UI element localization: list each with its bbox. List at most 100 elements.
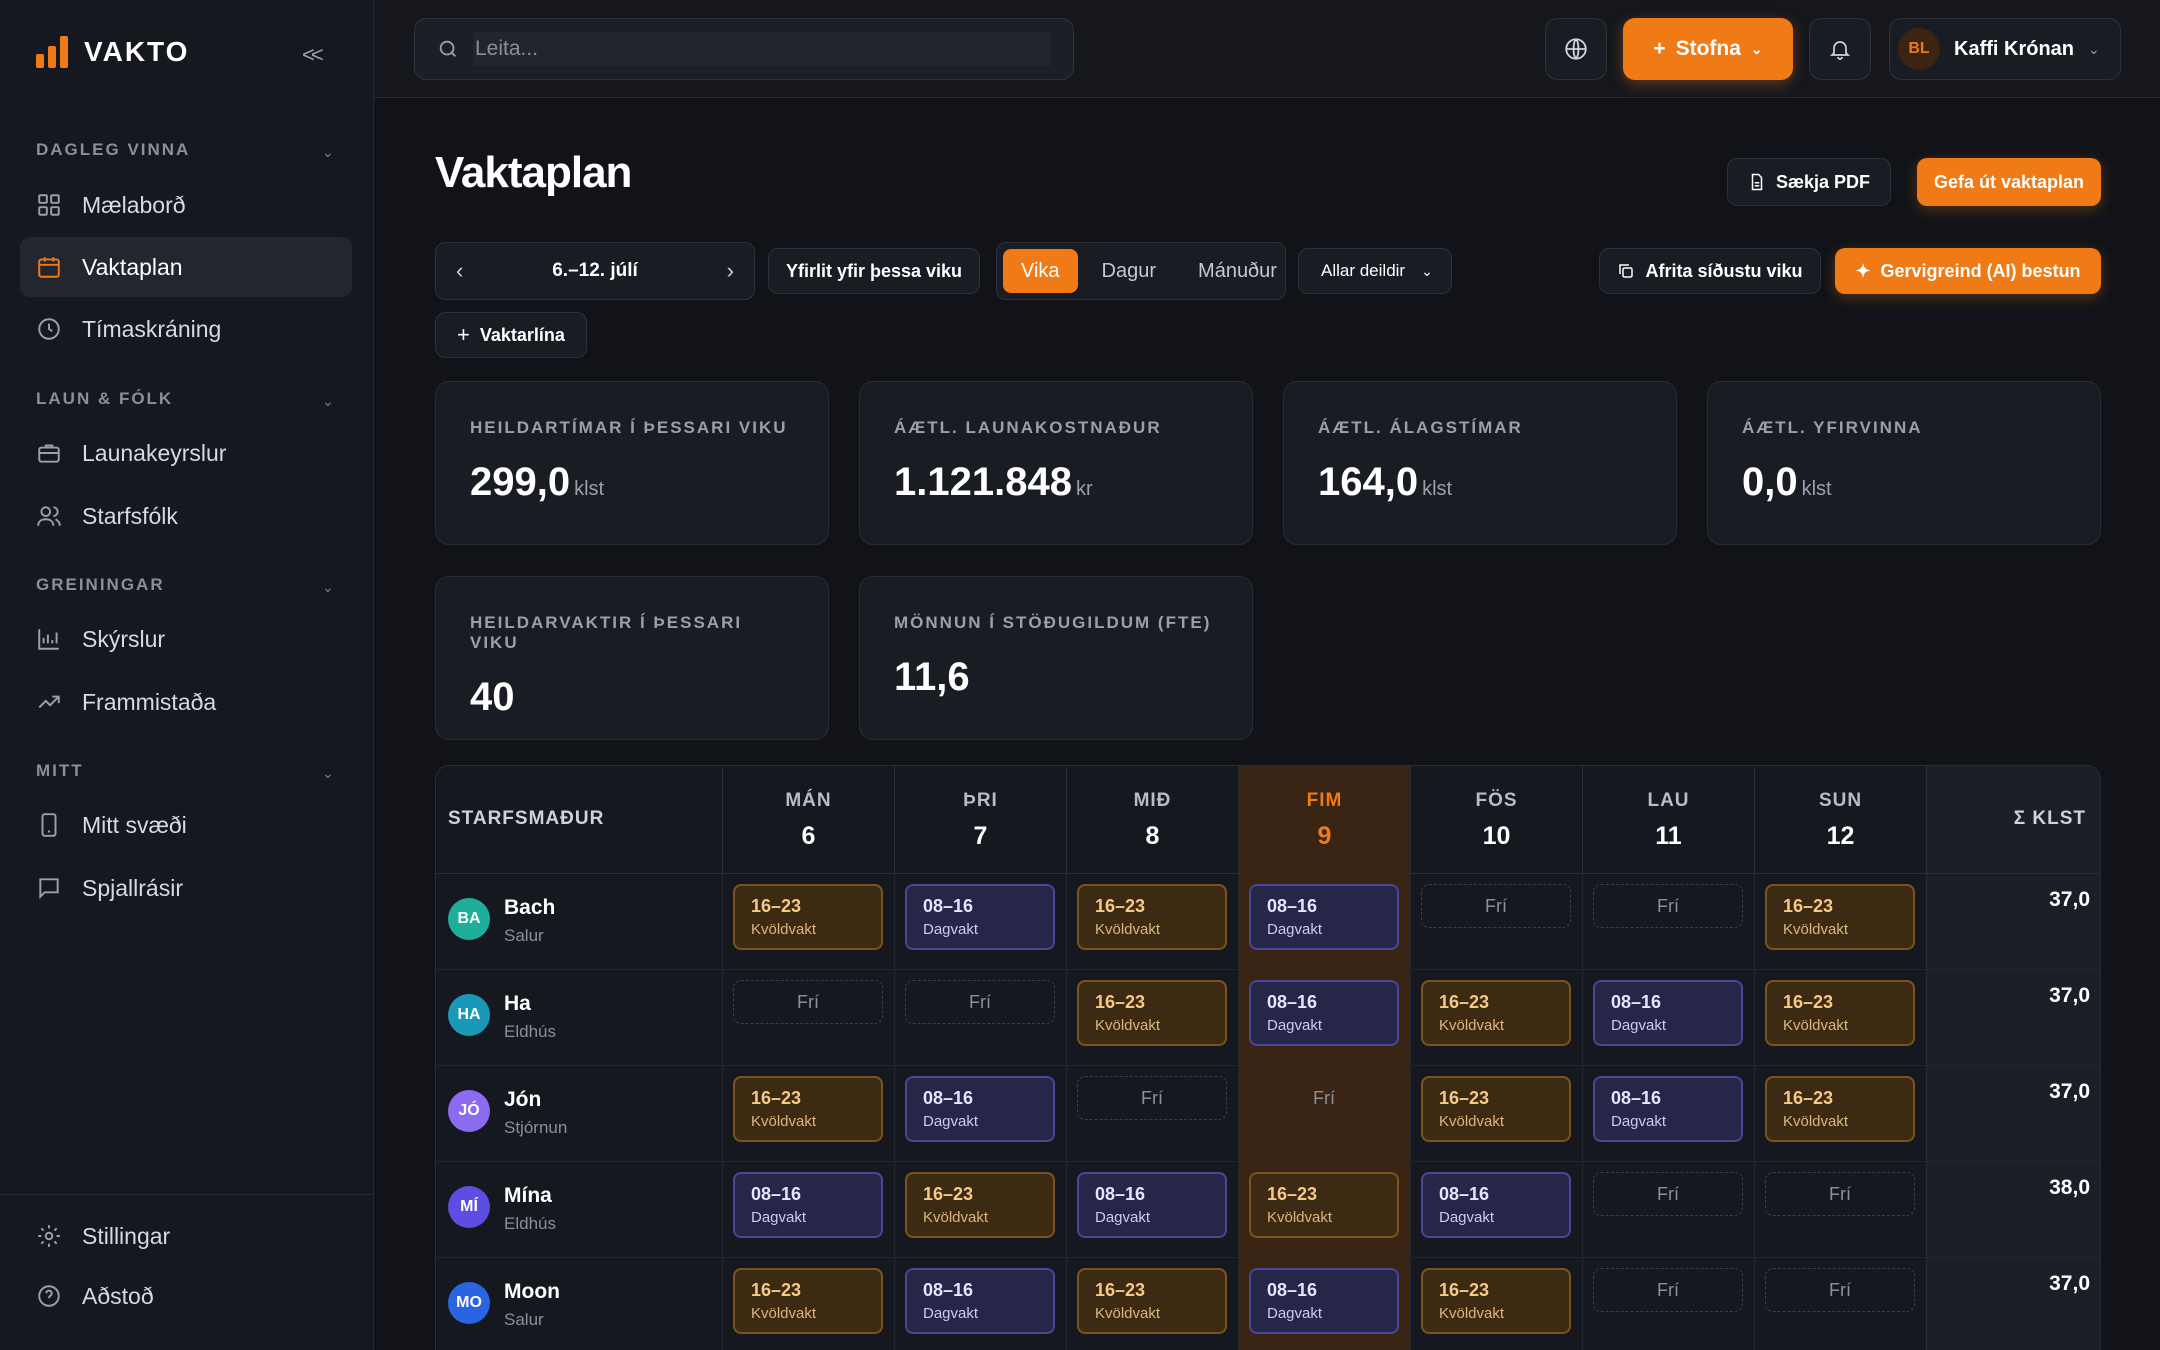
chevron-down-icon[interactable]: ⌄ — [322, 579, 334, 595]
tab-day[interactable]: Dagur — [1101, 259, 1157, 282]
search-box[interactable] — [414, 18, 1074, 80]
tab-week[interactable]: Vika — [1003, 249, 1078, 293]
shift-block[interactable]: 08–16 Dagvakt — [1593, 980, 1743, 1046]
day-header-9[interactable]: FIM 9 — [1238, 766, 1410, 874]
shift-type: Kvöldvakt — [751, 1113, 817, 1130]
employee-name[interactable]: Jón — [504, 1088, 542, 1111]
shift-block[interactable]: 16–23 Kvöldvakt — [1077, 884, 1227, 950]
sidebar-item-reports[interactable]: Skýrslur — [20, 609, 352, 669]
publish-schedule-button[interactable]: Gefa út vaktaplan — [1917, 158, 2101, 206]
add-shift-line-button[interactable]: + Vaktarlína — [435, 312, 587, 358]
off-day-cell[interactable]: Frí — [1593, 884, 1743, 928]
chevron-down-icon[interactable]: ⌄ — [322, 144, 334, 160]
copy-last-week-button[interactable]: Afrita síðustu viku — [1599, 248, 1821, 294]
ai-optimize-button[interactable]: ✦ Gervigreind (AI) bestun — [1835, 248, 2101, 294]
sparkle-icon: ✦ — [1855, 260, 1871, 281]
shift-block[interactable]: 16–23 Kvöldvakt — [1765, 980, 1915, 1046]
day-header-11[interactable]: LAU 11 — [1582, 766, 1754, 874]
shift-type: Kvöldvakt — [1095, 921, 1161, 938]
shift-type: Kvöldvakt — [1439, 1017, 1505, 1034]
day-header-7[interactable]: ÞRI 7 — [894, 766, 1066, 874]
avatar: JÓ — [448, 1090, 490, 1132]
shift-time: 08–16 — [1267, 992, 1318, 1012]
create-button[interactable]: + Stofna ⌄ — [1623, 18, 1793, 80]
employee-name[interactable]: Ha — [504, 992, 531, 1015]
shift-type: Dagvakt — [923, 1113, 979, 1130]
sidebar-item-dashboard[interactable]: Mælaborð — [20, 175, 352, 235]
shift-block[interactable]: 16–23 Kvöldvakt — [1077, 980, 1227, 1046]
off-day-cell[interactable]: Frí — [1593, 1172, 1743, 1216]
employee-name[interactable]: Moon — [504, 1280, 560, 1303]
day-header-6[interactable]: MÁN 6 — [722, 766, 894, 874]
avatar: HA — [448, 994, 490, 1036]
shift-block[interactable]: 16–23 Kvöldvakt — [733, 1268, 883, 1334]
sidebar-item-settings[interactable]: Stillingar — [20, 1206, 352, 1266]
sidebar-item-performance[interactable]: Frammistaða — [20, 672, 352, 732]
employee-name[interactable]: Bach — [504, 896, 556, 919]
off-day-cell[interactable]: Frí — [1593, 1268, 1743, 1312]
department-select[interactable]: Allar deildir ⌄ — [1298, 248, 1452, 294]
shift-block[interactable]: 08–16 Dagvakt — [905, 1268, 1055, 1334]
sidebar-item-chat[interactable]: Spjallrásir — [20, 858, 352, 918]
shift-block[interactable]: 16–23 Kvöldvakt — [1765, 884, 1915, 950]
off-day-cell[interactable]: Frí — [1765, 1172, 1915, 1216]
shift-block[interactable]: 16–23 Kvöldvakt — [905, 1172, 1055, 1238]
day-header-8[interactable]: MIÐ 8 — [1066, 766, 1238, 874]
stat-label: ÁÆTL. LAUNAKOSTNAÐUR — [894, 418, 1162, 437]
shift-block[interactable]: 08–16 Dagvakt — [1421, 1172, 1571, 1238]
language-button[interactable] — [1545, 18, 1607, 80]
brand[interactable]: VAKTO — [36, 36, 189, 68]
shift-block[interactable]: 16–23 Kvöldvakt — [1421, 980, 1571, 1046]
stat-value: 11,6 — [894, 655, 970, 699]
day-header-12[interactable]: SUN 12 — [1754, 766, 1926, 874]
sidebar-item-label: Stillingar — [82, 1222, 171, 1249]
shift-block[interactable]: 16–23 Kvöldvakt — [1077, 1268, 1227, 1334]
shift-block[interactable]: 08–16 Dagvakt — [905, 884, 1055, 950]
tab-month[interactable]: Mánuður — [1198, 259, 1277, 282]
shift-block[interactable]: 16–23 Kvöldvakt — [1421, 1076, 1571, 1142]
sidebar-item-schedule[interactable]: Vaktaplan — [20, 237, 352, 297]
shift-block[interactable]: 16–23 Kvöldvakt — [1249, 1172, 1399, 1238]
shift-block[interactable]: 08–16 Dagvakt — [1077, 1172, 1227, 1238]
notifications-button[interactable] — [1809, 18, 1871, 80]
off-day-cell[interactable]: Frí — [1077, 1076, 1227, 1120]
shift-block[interactable]: 16–23 Kvöldvakt — [1765, 1076, 1915, 1142]
shift-type: Kvöldvakt — [1439, 1113, 1505, 1130]
off-day-cell[interactable]: Frí — [1765, 1268, 1915, 1312]
chevron-down-icon[interactable]: ⌄ — [322, 765, 334, 781]
row-total-hours: 37,0 — [2049, 888, 2090, 911]
user-menu-button[interactable]: BL Kaffi Krónan ⌄ — [1889, 18, 2121, 80]
sidebar-item-label: Frammistaða — [82, 688, 217, 715]
week-navigator: ‹ 6.–12. júlí › — [435, 242, 755, 300]
shift-block[interactable]: 08–16 Dagvakt — [1249, 1268, 1399, 1334]
shift-block[interactable]: 08–16 Dagvakt — [1249, 980, 1399, 1046]
off-day-cell[interactable]: Frí — [1313, 1087, 1335, 1108]
shift-block[interactable]: 08–16 Dagvakt — [1249, 884, 1399, 950]
sidebar-item-payroll-runs[interactable]: Launakeyrslur — [20, 423, 352, 483]
shift-block[interactable]: 08–16 Dagvakt — [733, 1172, 883, 1238]
off-day-cell[interactable]: Frí — [733, 980, 883, 1024]
week-overview-button[interactable]: Yfirlit yfir þessa viku — [768, 248, 980, 294]
chevron-left-icon[interactable]: ‹ — [456, 258, 464, 283]
day-header-10[interactable]: FÖS 10 — [1410, 766, 1582, 874]
phone-icon — [41, 813, 57, 837]
off-day-cell[interactable]: Frí — [1421, 884, 1571, 928]
off-day-cell[interactable]: Frí — [905, 980, 1055, 1024]
employee-name[interactable]: Mína — [504, 1184, 552, 1207]
sidebar-item-help[interactable]: Aðstoð — [20, 1266, 352, 1326]
shift-block[interactable]: 08–16 Dagvakt — [905, 1076, 1055, 1142]
chevron-right-icon[interactable]: › — [726, 258, 734, 283]
globe-icon — [1565, 38, 1587, 60]
search-input[interactable] — [473, 32, 1051, 66]
shift-block[interactable]: 16–23 Kvöldvakt — [1421, 1268, 1571, 1334]
shift-block[interactable]: 16–23 Kvöldvakt — [733, 1076, 883, 1142]
sidebar-item-time-tracking[interactable]: Tímaskráning — [20, 299, 352, 359]
sidebar-item-staff[interactable]: Starfsfólk — [20, 486, 352, 546]
shift-block[interactable]: 08–16 Dagvakt — [1593, 1076, 1743, 1142]
sidebar-item-my-area[interactable]: Mitt svæði — [20, 795, 352, 855]
collapse-sidebar-icon[interactable]: << — [302, 42, 324, 67]
chevron-down-icon[interactable]: ⌄ — [322, 393, 334, 409]
download-pdf-button[interactable]: Sækja PDF — [1727, 158, 1891, 206]
shift-block[interactable]: 16–23 Kvöldvakt — [733, 884, 883, 950]
sidebar-item-label: Vaktaplan — [82, 253, 183, 280]
